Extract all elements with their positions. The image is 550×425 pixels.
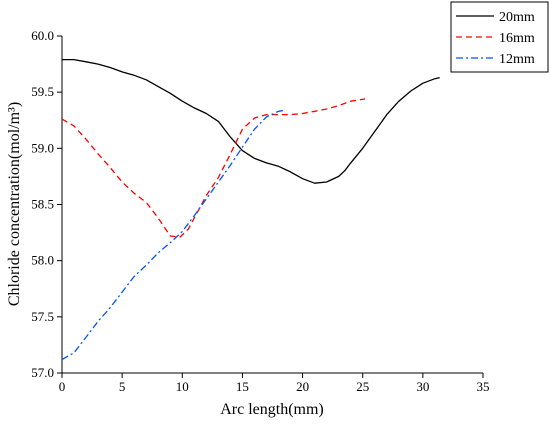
x-tick-label: 10 — [176, 379, 189, 394]
x-axis-title: Arc length(mm) — [220, 401, 324, 418]
series-line-16mm — [61, 98, 366, 238]
series-line-20mm — [62, 58, 440, 184]
x-tick-label: 0 — [59, 379, 66, 394]
x-ticks: 0 5 10 15 20 25 30 35 — [59, 373, 490, 394]
x-tick-label: 5 — [119, 379, 126, 394]
legend-label-16mm: 16mm — [499, 31, 535, 46]
y-tick-label: 57.5 — [31, 309, 54, 324]
x-tick-label: 35 — [477, 379, 490, 394]
legend-items: 20mm 16mm 12mm — [456, 10, 535, 67]
x-tick-label: 25 — [356, 379, 369, 394]
y-tick-label: 58.0 — [31, 253, 54, 268]
y-tick-label: 58.5 — [31, 197, 54, 212]
series-line-12mm — [61, 109, 286, 361]
x-tick-label: 15 — [236, 379, 249, 394]
plot-frame — [61, 36, 483, 374]
y-tick-label: 60.0 — [31, 28, 54, 43]
x-tick-label: 30 — [416, 379, 429, 394]
y-axis-title: Chloride concentration(mol/m³) — [6, 102, 23, 306]
legend-label-12mm: 12mm — [499, 52, 535, 67]
x-tick-label: 20 — [296, 379, 309, 394]
series-layer — [61, 58, 440, 361]
y-tick-label: 59.5 — [31, 84, 54, 99]
legend: 20mm 16mm 12mm — [450, 1, 549, 73]
y-tick-label: 57.0 — [31, 365, 54, 380]
legend-label-20mm: 20mm — [499, 10, 535, 25]
y-tick-label: 59.0 — [31, 140, 54, 155]
y-ticks: 57.0 57.5 58.0 58.5 59.0 59.5 60.0 — [31, 28, 62, 380]
